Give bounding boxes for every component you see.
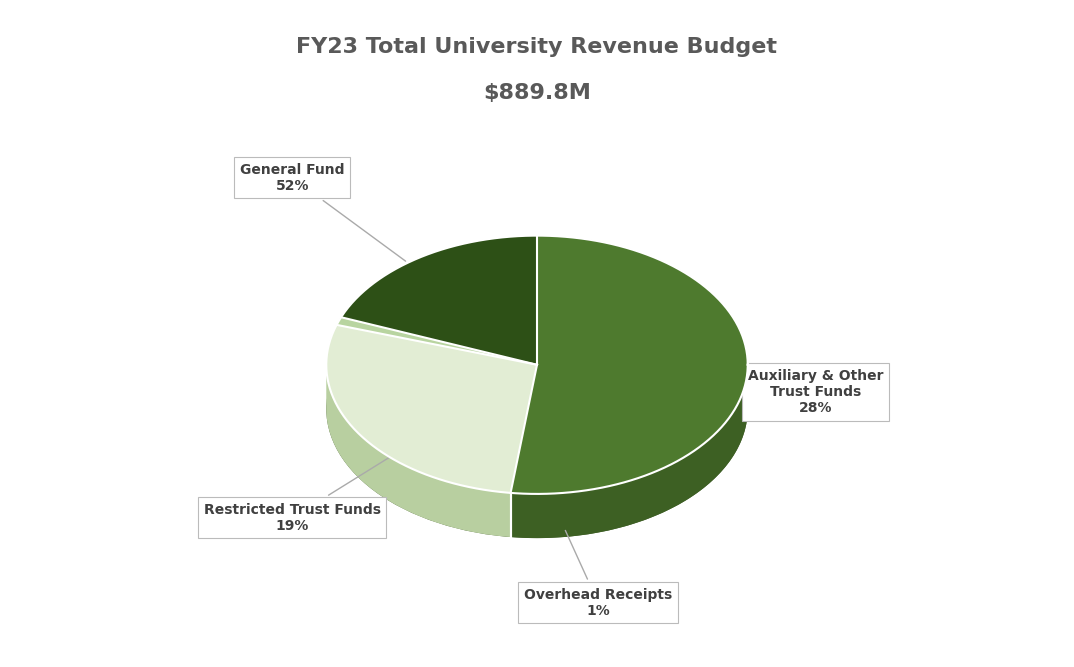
Ellipse shape	[326, 279, 748, 538]
Text: FY23 Total University Revenue Budget: FY23 Total University Revenue Budget	[296, 37, 778, 57]
Polygon shape	[336, 317, 537, 365]
Text: Auxiliary & Other
Trust Funds
28%: Auxiliary & Other Trust Funds 28%	[716, 369, 884, 415]
Text: General Fund
52%: General Fund 52%	[241, 163, 406, 261]
Polygon shape	[342, 235, 537, 365]
Text: Overhead Receipts
1%: Overhead Receipts 1%	[524, 530, 672, 618]
Text: $889.8M: $889.8M	[483, 83, 591, 103]
Polygon shape	[326, 325, 537, 493]
Polygon shape	[326, 365, 510, 537]
Polygon shape	[510, 365, 748, 538]
Text: Restricted Trust Funds
19%: Restricted Trust Funds 19%	[204, 441, 416, 533]
Polygon shape	[510, 235, 748, 494]
